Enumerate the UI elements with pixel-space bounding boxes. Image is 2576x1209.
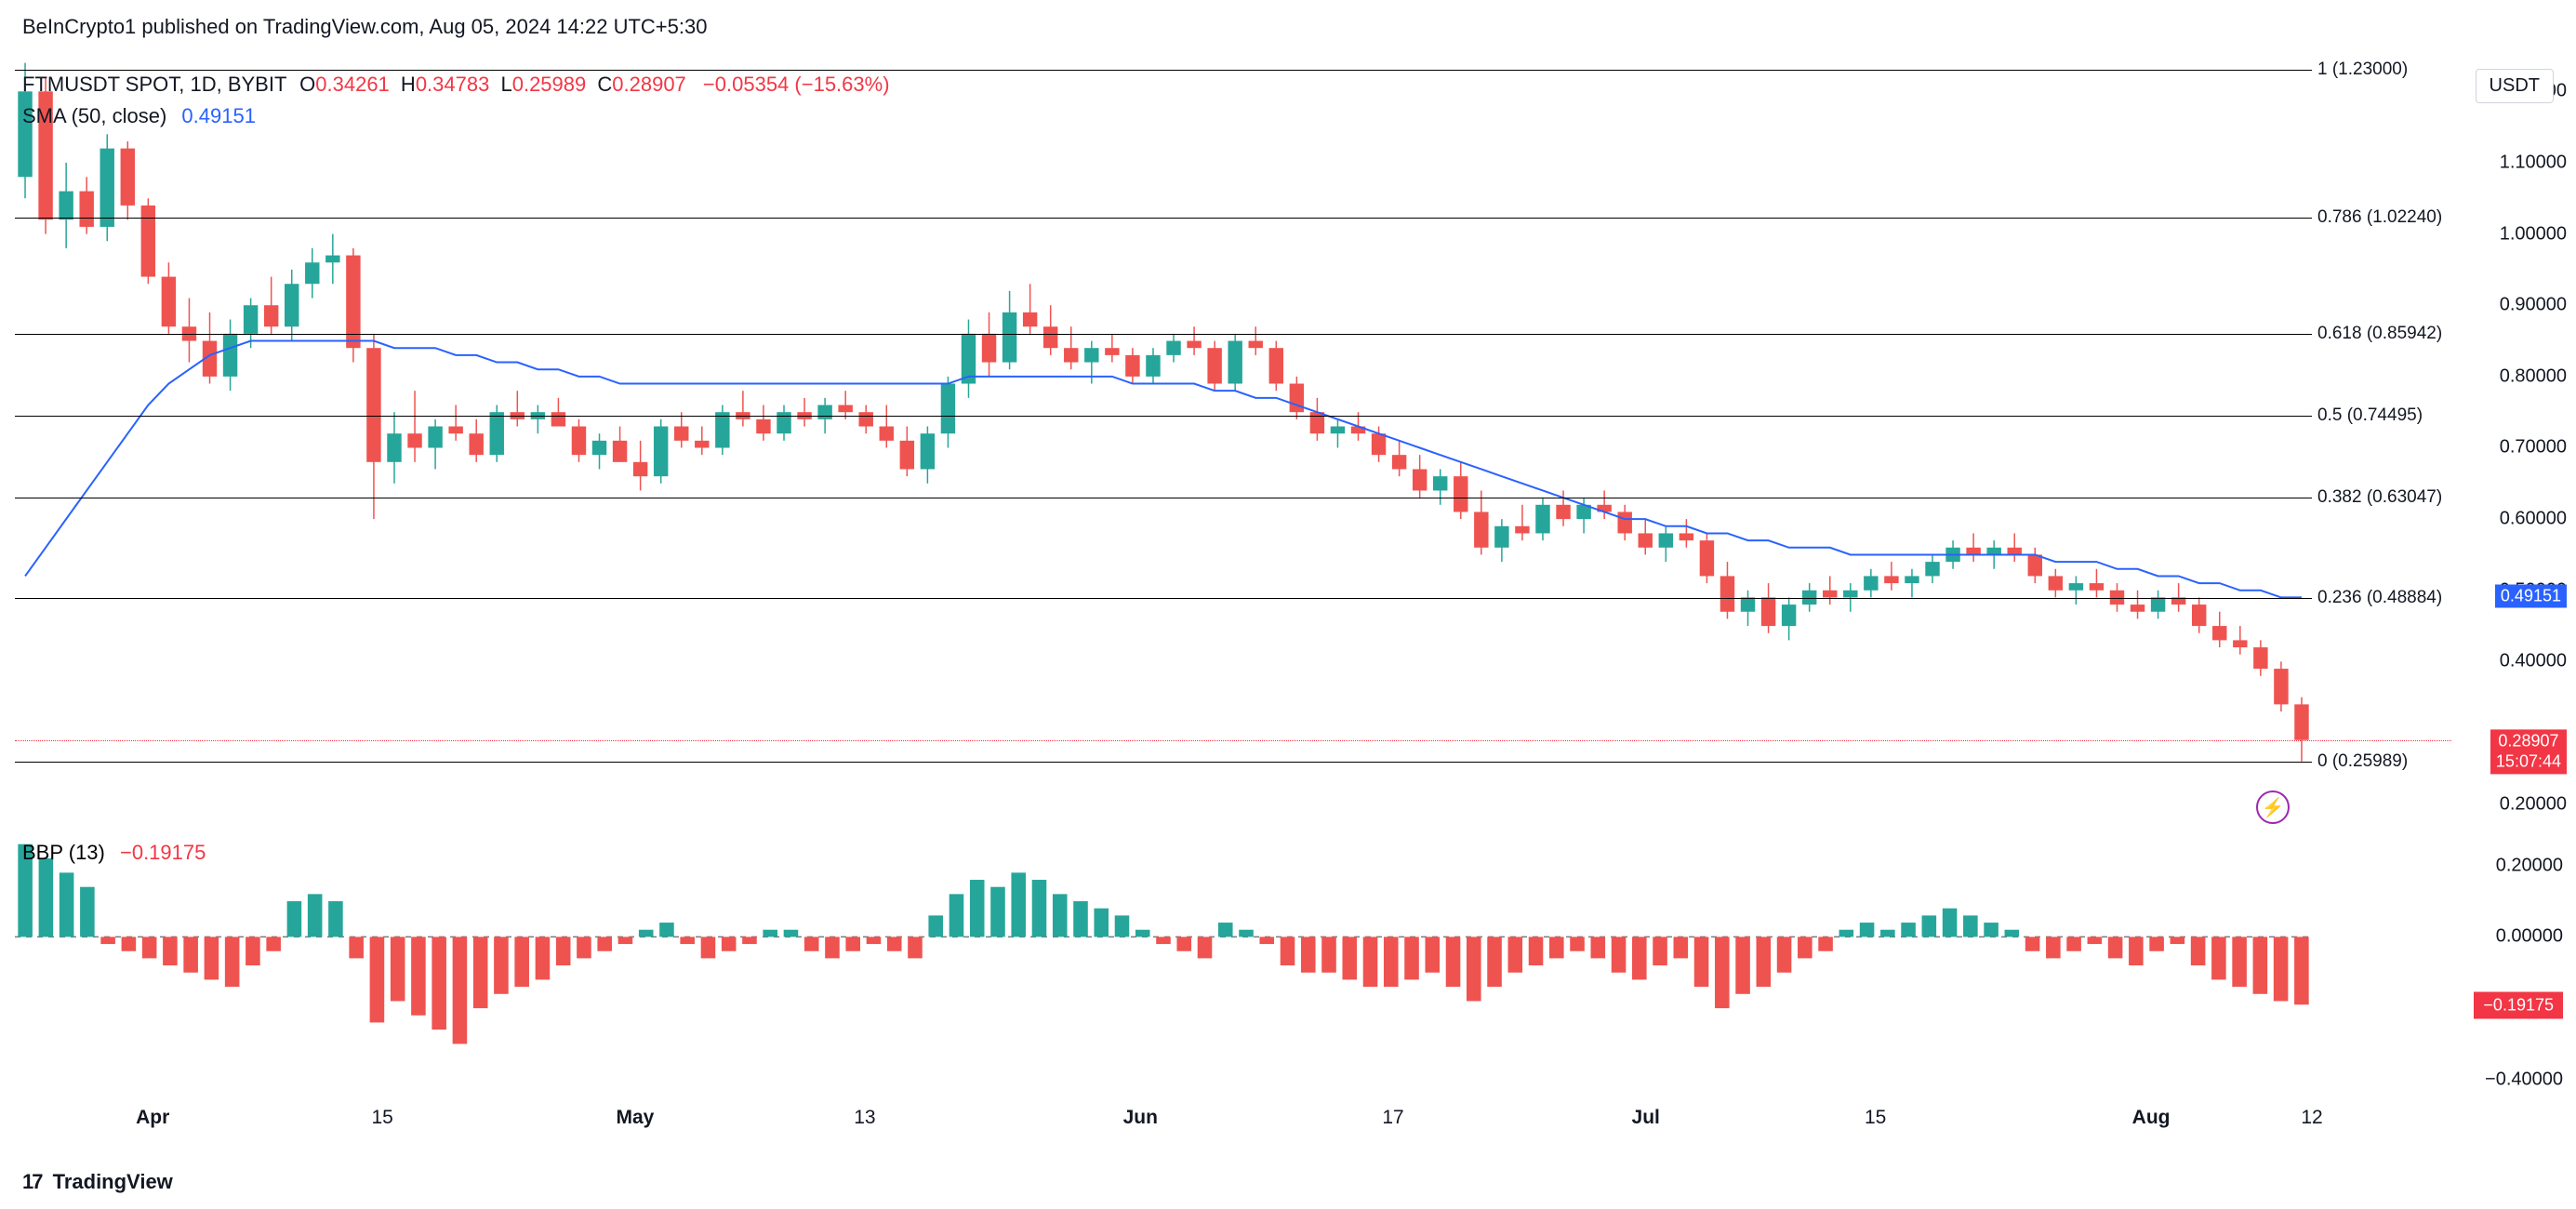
x-tick: Jun [1123,1107,1158,1129]
x-tick: 13 [854,1107,875,1129]
sma-price-tag: 0.49151 [2495,585,2567,608]
currency-badge: USDT [2476,69,2554,103]
bbp-panel[interactable]: BBP (13) −0.19175 0.200000.00000−0.40000… [15,837,2451,1097]
bbp-y-tick: 0.00000 [2496,926,2563,948]
x-tick: Apr [136,1107,169,1129]
ohlc-l-label: L [500,73,511,96]
x-axis: Apr 15 May 13 Jun 17 Jul 15 Aug 12 [15,1107,2451,1144]
y-tick: 0.70000 [2500,437,2567,458]
x-tick: 17 [1382,1107,1403,1129]
fib-line [15,416,2312,417]
chart-svg [15,56,2451,818]
x-tick: Aug [2132,1107,2171,1129]
bbp-y-tick: −0.40000 [2485,1069,2563,1090]
fib-line [15,334,2312,335]
close-price-tag: 0.2890715:07:44 [2490,730,2567,774]
y-tick: 1.10000 [2500,152,2567,173]
fib-label: 0 (0.25989) [2317,751,2408,772]
ohlc-o-label: O [299,73,315,96]
ohlc-h: 0.34783 [416,73,490,96]
publisher-header: BeInCrypto1 published on TradingView.com… [0,0,2576,46]
snapshot-icon[interactable]: ⚡ [2256,790,2290,824]
ohlc-c: 0.28907 [612,73,686,96]
sma-value: 0.49151 [181,104,256,127]
y-tick: 0.40000 [2500,651,2567,672]
symbol-pair: FTMUSDT SPOT, 1D, BYBIT [22,73,286,96]
x-tick: 15 [372,1107,393,1129]
bbp-svg [15,837,2451,1097]
y-tick: 0.60000 [2500,509,2567,530]
tradingview-logo-icon: 17 [22,1170,41,1193]
current-price-line [15,740,2451,741]
fib-label: 0.236 (0.48884) [2317,588,2442,608]
bbp-y-tick: 0.20000 [2496,855,2563,876]
fib-label: 0.5 (0.74495) [2317,405,2423,426]
fib-line [15,762,2312,763]
ohlc-c-label: C [597,73,612,96]
bbp-info: BBP (13) −0.19175 [22,841,206,865]
y-tick: 0.90000 [2500,295,2567,316]
ohlc-o: 0.34261 [315,73,390,96]
ohlc-h-label: H [401,73,416,96]
fib-label: 0.618 (0.85942) [2317,324,2442,344]
footer: 17 TradingView [22,1170,173,1194]
x-tick: Jul [1632,1107,1660,1129]
fib-line [15,70,2312,71]
ohlc-l: 0.25989 [512,73,587,96]
ohlc-change: −0.05354 (−15.63%) [703,73,890,96]
fib-label: 1 (1.23000) [2317,60,2408,80]
fib-line [15,218,2312,219]
sma-label: SMA (50, close) [22,104,166,127]
sma-info: SMA (50, close) 0.49151 [22,104,256,128]
bbp-value: −0.19175 [120,841,206,864]
x-tick: 15 [1865,1107,1886,1129]
bbp-label: BBP (13) [22,841,105,864]
tradingview-text: TradingView [53,1170,173,1193]
y-tick: 0.80000 [2500,365,2567,387]
y-tick: 1.00000 [2500,223,2567,245]
y-tick: 0.20000 [2500,793,2567,815]
x-tick: May [616,1107,654,1129]
fib-label: 0.382 (0.63047) [2317,487,2442,508]
main-chart[interactable] [15,56,2451,818]
fib-line [15,598,2312,599]
x-tick: 12 [2301,1107,2322,1129]
symbol-info: FTMUSDT SPOT, 1D, BYBIT O0.34261 H0.3478… [22,73,890,97]
y-axis: 1.200001.100001.000000.900000.800000.700… [2455,56,2567,818]
bbp-value-tag: −0.19175 [2474,991,2563,1018]
fib-label: 0.786 (1.02240) [2317,207,2442,228]
